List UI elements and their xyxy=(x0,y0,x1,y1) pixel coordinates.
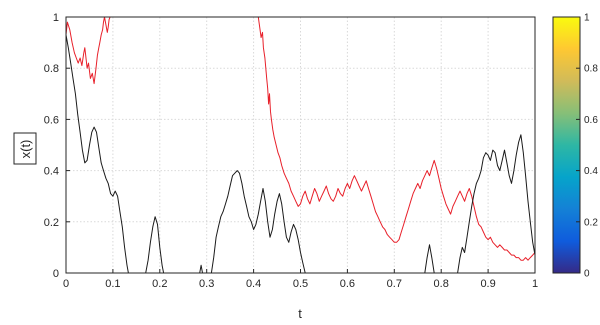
y-tick-label: 0.4 xyxy=(44,166,59,178)
series-line-black xyxy=(457,134,535,273)
y-axis: 0 0.2 0.4 0.6 0.8 1 xyxy=(44,12,70,280)
x-tick-label: 0 xyxy=(63,278,69,290)
colorbar-tick-label: 0.6 xyxy=(584,115,598,126)
y-tick-label: 0.2 xyxy=(44,217,59,229)
x-tick-label: 1 xyxy=(532,278,538,290)
x-axis: 0 0.1 0.2 0.3 0.4 0.5 0.6 0.7 0.8 0.9 1 xyxy=(63,269,538,290)
y-tick-label: 0.8 xyxy=(44,63,59,75)
series-line-black xyxy=(424,244,435,273)
x-tick-label: 0.7 xyxy=(387,278,402,290)
colorbar-tick-label: 1 xyxy=(584,13,590,24)
series-line-black xyxy=(145,216,165,273)
x-tick-label: 0.4 xyxy=(246,278,261,290)
series-lines xyxy=(66,17,535,273)
series-line-red xyxy=(66,17,105,85)
x-tick-label: 0.9 xyxy=(480,278,495,290)
colorbar-ticks: 0 0.2 0.4 0.6 0.8 1 xyxy=(576,13,598,280)
colorbar-tick-label: 0.4 xyxy=(584,166,598,177)
y-tick-label: 0 xyxy=(53,268,59,280)
colorbar-tick-label: 0.2 xyxy=(584,217,598,228)
y-axis-label-box: x(t) xyxy=(13,132,37,165)
series-line-red xyxy=(104,17,111,33)
x-axis-label: t xyxy=(298,306,302,321)
series-line-black xyxy=(199,264,203,273)
x-tick-label: 0.1 xyxy=(105,278,120,290)
x-tick-label: 0.6 xyxy=(340,278,355,290)
plot-area: 0 0.1 0.2 0.3 0.4 0.5 0.6 0.7 0.8 0.9 1 0 0.2 0.4 0.6… xyxy=(44,12,538,290)
colorbar-gradient xyxy=(552,16,581,274)
x-tick-label: 0.8 xyxy=(434,278,449,290)
y-tick-label: 0.6 xyxy=(44,114,59,126)
series-line-black xyxy=(66,34,129,273)
colorbar: 0 0.2 0.4 0.6 0.8 1 xyxy=(552,13,598,280)
y-axis-label: x(t) xyxy=(18,140,33,159)
x-tick-label: 0.2 xyxy=(152,278,167,290)
x-tick-label: 0.5 xyxy=(293,278,308,290)
series-line-black xyxy=(210,170,306,273)
grid-lines xyxy=(66,17,535,273)
colorbar-tick-label: 0.8 xyxy=(584,64,598,75)
x-tick-label: 0.3 xyxy=(199,278,214,290)
colorbar-tick-label: 0 xyxy=(584,269,590,280)
series-line-red xyxy=(257,17,535,261)
y-tick-label: 1 xyxy=(53,12,59,24)
